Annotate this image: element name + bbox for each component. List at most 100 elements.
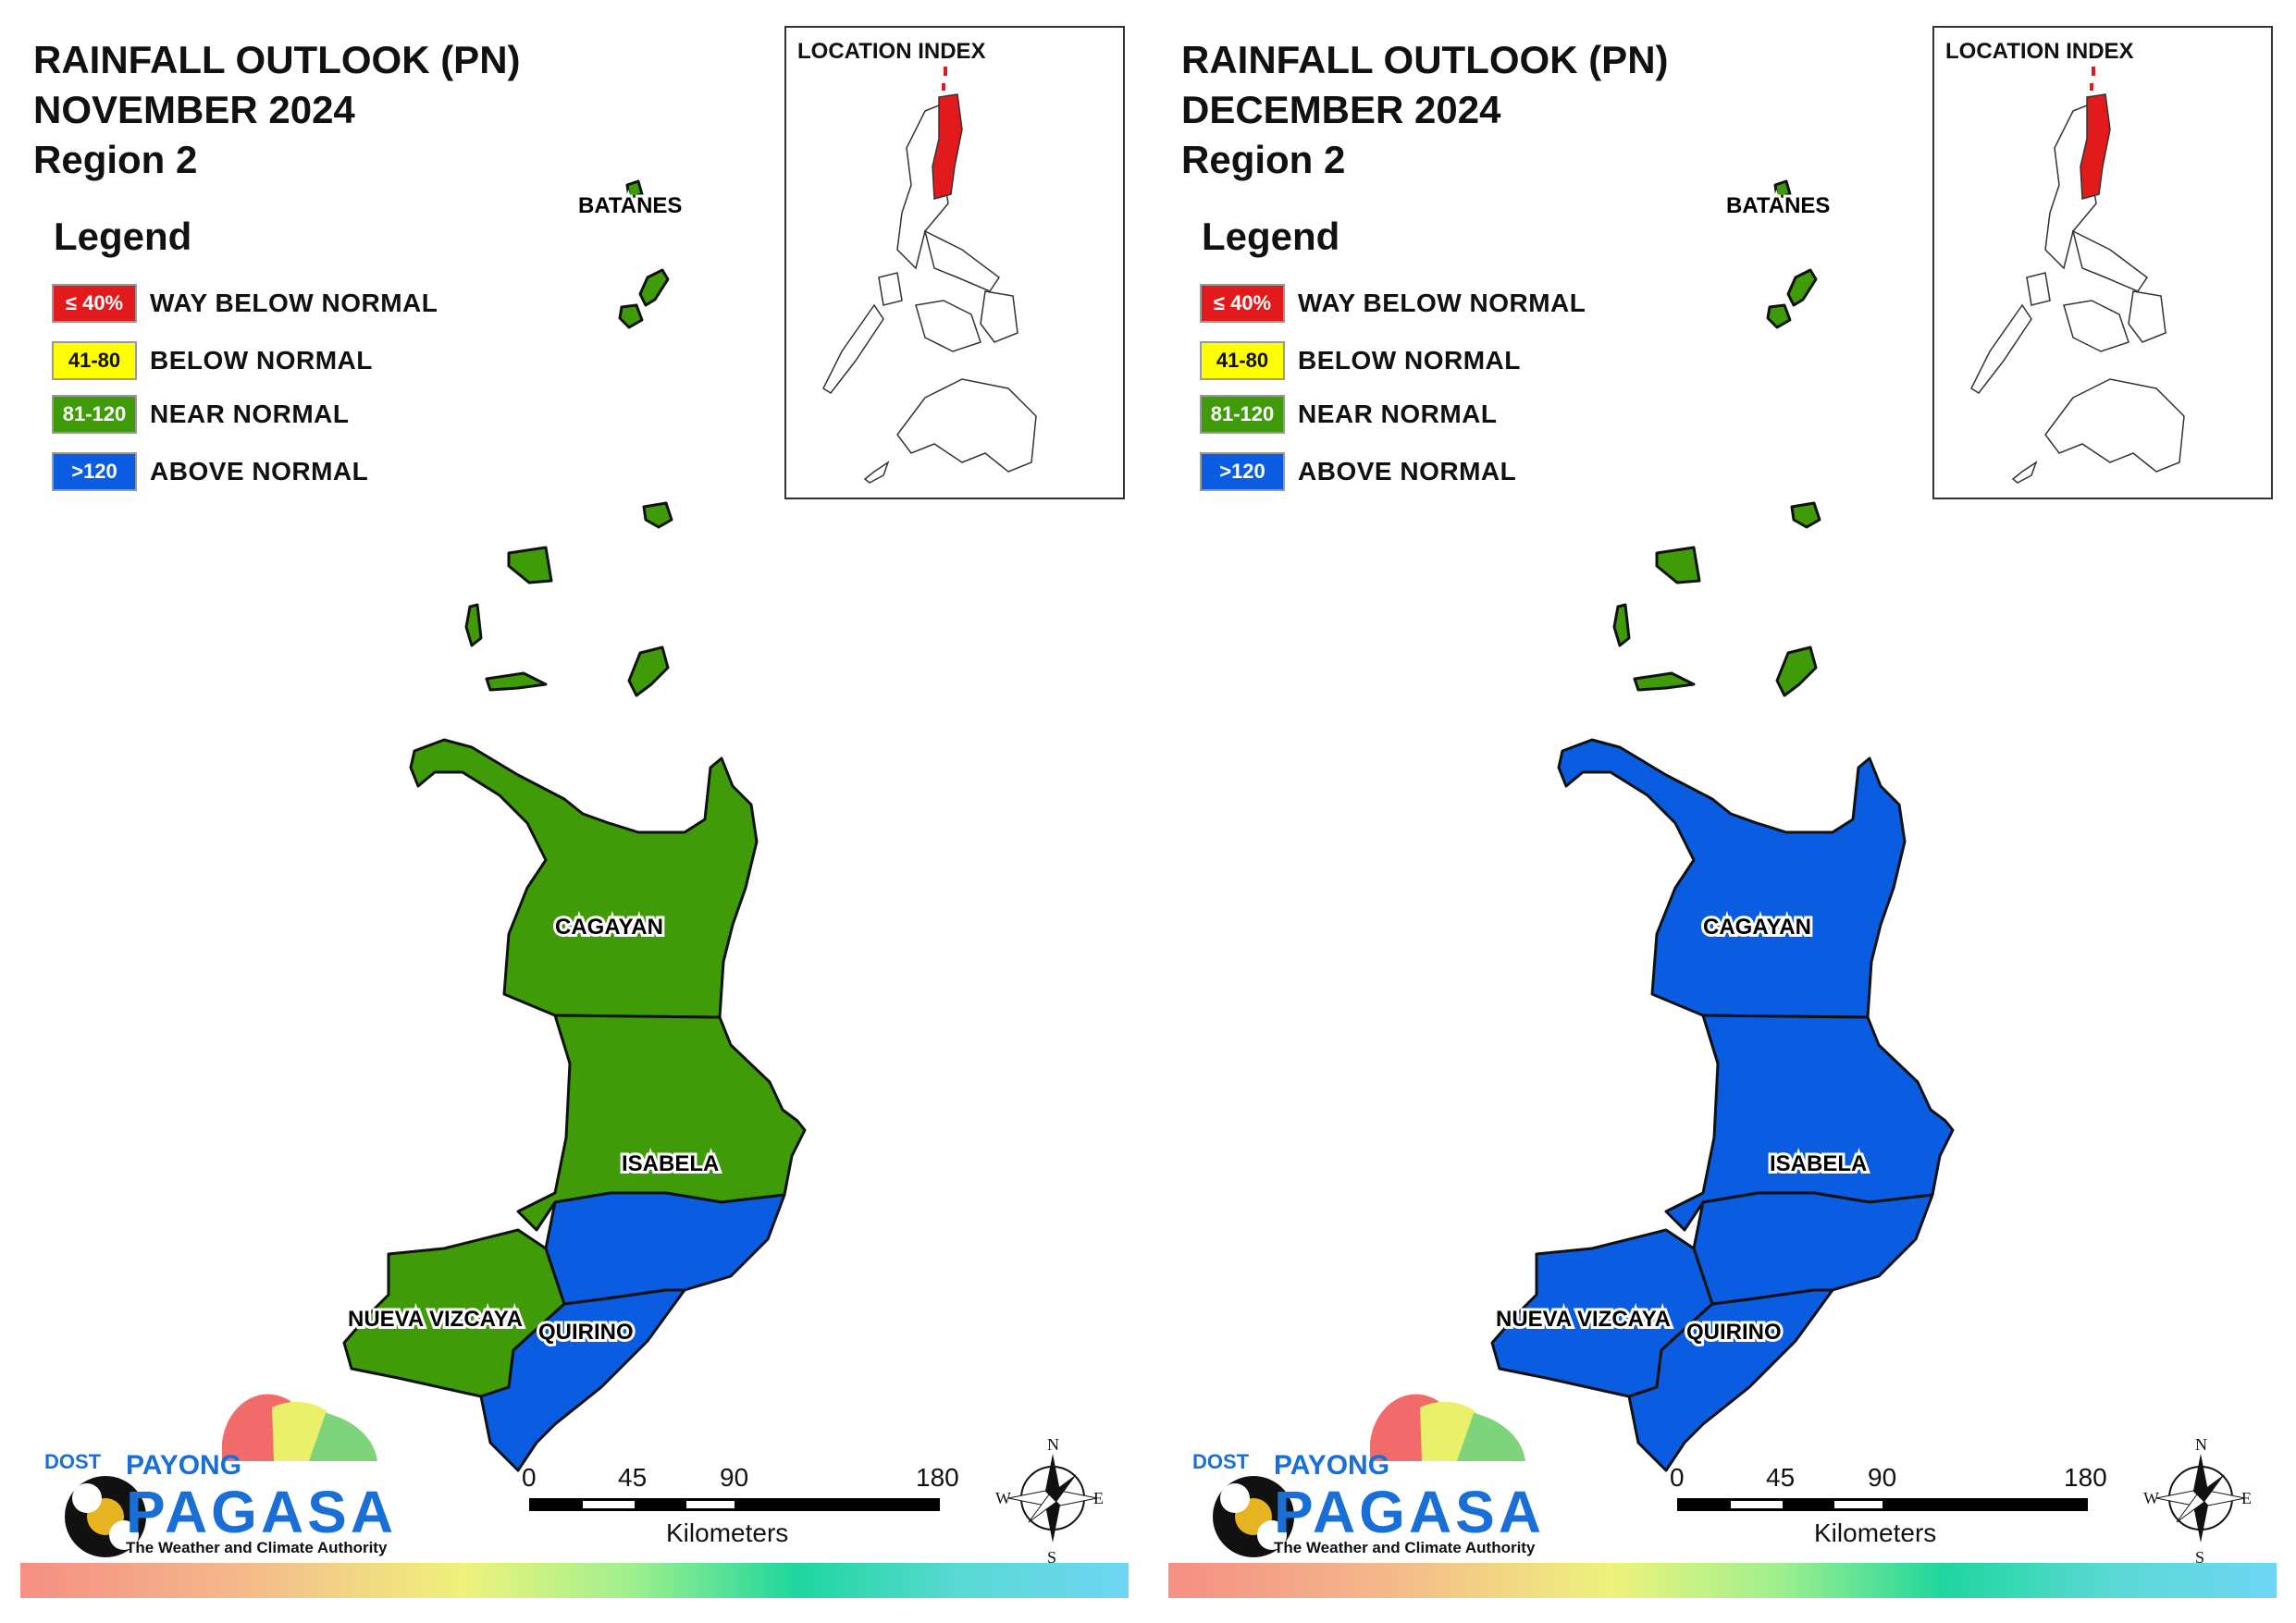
outlook-panel-december: RAINFALL OUTLOOK (PN) DECEMBER 2024 Regi… (1148, 0, 2296, 1623)
legend-swatch-above: >120 (1200, 452, 1285, 491)
mindoro-outline (2026, 272, 2051, 306)
region2-highlight (2080, 93, 2111, 200)
batanes-island-3 (1766, 303, 1792, 329)
rainbow-footer-bar (20, 1563, 1129, 1598)
legend-label-below: BELOW NORMAL (150, 346, 373, 375)
inset-title: LOCATION INDEX (1945, 39, 2134, 64)
legend-item-way-below: ≤ 40% WAY BELOW NORMAL (1200, 283, 1586, 324)
dost-label: DOST (1192, 1450, 1250, 1473)
batanes-highlight (942, 67, 947, 91)
legend-item-way-below: ≤ 40% WAY BELOW NORMAL (52, 283, 438, 324)
inset-title: LOCATION INDEX (797, 39, 986, 64)
scale-tick-45: 45 (1766, 1463, 1796, 1492)
sulu-outline (863, 461, 890, 484)
babuyan-island-1 (1790, 501, 1821, 529)
map-title: RAINFALL OUTLOOK (PN) DECEMBER 2024 Regi… (1181, 35, 1669, 185)
compass-w: W (995, 1489, 1011, 1507)
outlook-panel-november: RAINFALL OUTLOOK (PN) NOVEMBER 2024 Regi… (20, 26, 1129, 1598)
label-isabela: ISABELA (622, 1151, 719, 1176)
compass-s: S (2195, 1548, 2204, 1567)
samar-outline (2128, 290, 2166, 343)
legend-swatch-below: 41-80 (52, 341, 137, 380)
legend-swatch-near: 81-120 (1200, 395, 1285, 434)
legend-title: Legend (54, 215, 192, 258)
cagayan-province (409, 738, 759, 1019)
region2-choropleth-map: BATANES CAGAYAN ISABELA NUEVA VIZCAYA QU… (1490, 179, 2252, 1567)
payong-label: PAYONG (126, 1450, 242, 1481)
babuyan-island-5 (485, 671, 548, 692)
legend-item-below: 41-80 BELOW NORMAL (1200, 340, 1521, 381)
legend-label-near: NEAR NORMAL (150, 400, 350, 428)
legend-swatch-near: 81-120 (52, 395, 137, 434)
scale-tick-0: 0 (522, 1463, 537, 1492)
label-isabela: ISABELA (1770, 1151, 1867, 1176)
payong-pagasa-logo (65, 1394, 377, 1557)
scale-tick-180: 180 (916, 1463, 959, 1492)
compass-s: S (1047, 1548, 1056, 1567)
babuyan-island-5 (1633, 671, 1696, 692)
philippines-locator-map (1970, 67, 2185, 484)
compass-e: E (2241, 1489, 2252, 1507)
label-batanes: BATANES (578, 193, 682, 218)
babuyan-island-2 (507, 546, 553, 584)
title-line-2: DECEMBER 2024 (1181, 88, 1501, 131)
rainbow-footer-bar (1168, 1563, 2277, 1598)
babuyan-island-4 (1775, 646, 1818, 697)
label-nueva-vizcaya: NUEVA VIZCAYA (1496, 1307, 1671, 1332)
legend-swatch-way-below: ≤ 40% (52, 284, 137, 323)
scale-tick-0: 0 (1670, 1463, 1685, 1492)
mindanao-outline (896, 378, 1037, 473)
isabela-province-south (1692, 1191, 1934, 1306)
title-line-3: Region 2 (33, 138, 198, 181)
title-line-2: NOVEMBER 2024 (33, 88, 355, 131)
title-line-1: RAINFALL OUTLOOK (PN) (1181, 38, 1669, 81)
scale-tick-90: 90 (720, 1463, 749, 1492)
batanes-island-2 (1786, 268, 1818, 307)
visayas-outline (915, 300, 981, 352)
bicol-outline (2071, 229, 2149, 292)
compass-rose: N S E W (995, 1435, 1104, 1567)
legend-label-near: NEAR NORMAL (1298, 400, 1498, 428)
babuyan-island-3 (1612, 603, 1631, 647)
legend-swatch-way-below: ≤ 40% (1200, 284, 1285, 323)
isabela-province-south (544, 1191, 786, 1306)
pagasa-tagline: The Weather and Climate Authority (126, 1539, 388, 1556)
location-index-inset: LOCATION INDEX (1932, 26, 2273, 499)
location-index-inset: LOCATION INDEX (784, 26, 1125, 499)
palawan-outline (1970, 303, 2032, 394)
compass-e: E (1093, 1489, 1104, 1507)
compass-n: N (1047, 1435, 1059, 1454)
babuyan-island-1 (642, 501, 673, 529)
batanes-island-2 (638, 268, 670, 307)
scale-tick-45: 45 (618, 1463, 648, 1492)
scale-unit-label: Kilometers (1814, 1518, 1937, 1547)
batanes-island-1 (625, 179, 644, 200)
legend-item-above: >120 ABOVE NORMAL (1200, 451, 1516, 492)
visayas-outline (2063, 300, 2129, 352)
legend-item-near: 81-120 NEAR NORMAL (1200, 394, 1498, 435)
babuyan-island-3 (464, 603, 483, 647)
scale-unit-label: Kilometers (666, 1518, 789, 1547)
legend-label-below: BELOW NORMAL (1298, 346, 1521, 375)
payong-label: PAYONG (1274, 1450, 1390, 1481)
mindanao-outline (2044, 378, 2185, 473)
scale-tick-90: 90 (1868, 1463, 1897, 1492)
samar-outline (980, 290, 1018, 343)
label-cagayan: CAGAYAN (1703, 915, 1811, 940)
legend-swatch-above: >120 (52, 452, 137, 491)
palawan-outline (822, 303, 884, 394)
pagasa-label: PAGASA (1274, 1479, 1546, 1545)
pagasa-tagline: The Weather and Climate Authority (1274, 1539, 1536, 1556)
scale-bar (1677, 1498, 2088, 1511)
map-title: RAINFALL OUTLOOK (PN) NOVEMBER 2024 Regi… (33, 35, 521, 185)
sulu-outline (2011, 461, 2038, 484)
batanes-highlight (2090, 67, 2095, 91)
batanes-island-1 (1773, 179, 1792, 200)
label-cagayan: CAGAYAN (555, 915, 663, 940)
legend-item-near: 81-120 NEAR NORMAL (52, 394, 350, 435)
legend-label-above: ABOVE NORMAL (150, 457, 369, 486)
babuyan-island-4 (627, 646, 670, 697)
legend-label-above: ABOVE NORMAL (1298, 457, 1517, 486)
label-quirino: QUIRINO (538, 1320, 634, 1345)
payong-pagasa-logo (1213, 1394, 1525, 1557)
